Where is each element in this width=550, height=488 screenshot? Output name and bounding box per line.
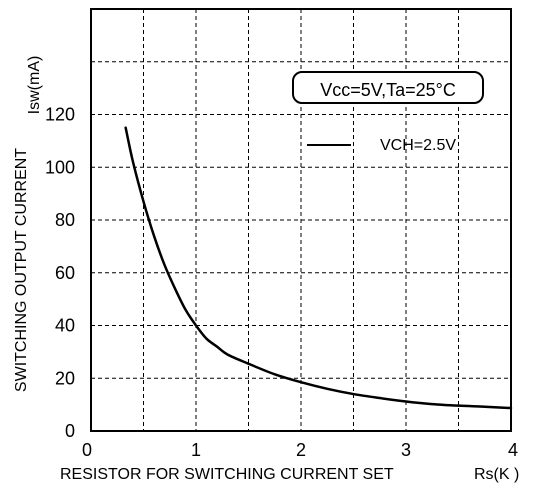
x-tick-label: 4: [508, 440, 518, 460]
series-line: [124, 126, 513, 410]
y-axis-unit: Isw(mA): [26, 56, 43, 115]
y-tick-label: 0: [65, 421, 75, 441]
y-tick-label: 60: [55, 263, 75, 283]
legend-label: VCH=2.5V: [380, 137, 456, 154]
y-tick-label: 20: [55, 368, 75, 388]
x-tick-label: 3: [401, 440, 411, 460]
y-tick-label: 40: [55, 316, 75, 336]
x-tick-label: 2: [296, 440, 306, 460]
y-axis-label: SWITCHING OUTPUT CURRENT: [13, 148, 30, 392]
x-tick-labels: 0 1 2 3 4: [82, 440, 518, 460]
y-tick-label: 100: [45, 157, 75, 177]
conditions-box: [292, 71, 484, 104]
y-tick-labels: 0 20 40 60 80 100 120: [45, 105, 75, 442]
series-layer: [124, 126, 513, 410]
x-axis-unit: Rs(K ): [474, 466, 519, 483]
y-tick-label: 80: [55, 210, 75, 230]
x-tick-label: 0: [82, 440, 92, 460]
x-tick-label: 1: [191, 440, 201, 460]
x-axis-label: RESISTOR FOR SWITCHING CURRENT SET: [60, 466, 394, 483]
y-tick-label: 120: [45, 105, 75, 125]
conditions-annotation: Vcc=5V,Ta=25°C: [320, 80, 456, 100]
